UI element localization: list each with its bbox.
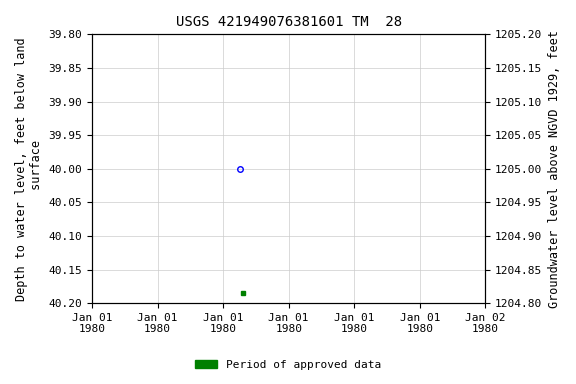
Legend: Period of approved data: Period of approved data — [191, 356, 385, 375]
Y-axis label: Groundwater level above NGVD 1929, feet: Groundwater level above NGVD 1929, feet — [548, 30, 561, 308]
Y-axis label: Depth to water level, feet below land
 surface: Depth to water level, feet below land su… — [15, 37, 43, 301]
Title: USGS 421949076381601 TM  28: USGS 421949076381601 TM 28 — [176, 15, 402, 29]
